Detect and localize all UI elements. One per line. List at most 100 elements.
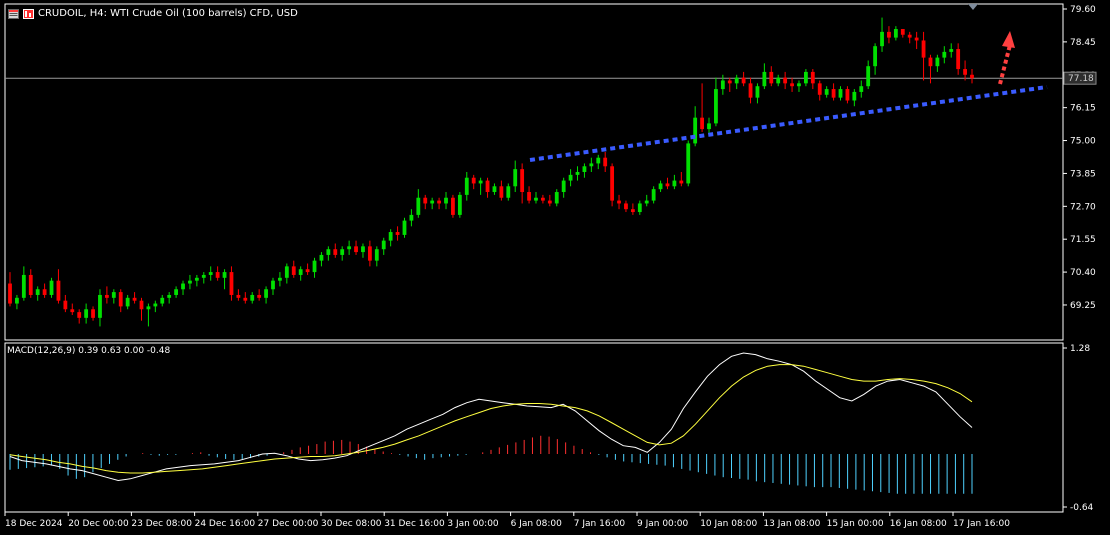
candle-body[interactable] (98, 294, 102, 318)
candle-body[interactable] (893, 29, 898, 38)
dotted-trendline[interactable] (529, 85, 1048, 162)
candle-body[interactable] (21, 274, 26, 298)
candle-body[interactable] (665, 183, 670, 187)
candle-body[interactable] (492, 186, 497, 193)
candle-body[interactable] (160, 297, 165, 304)
candle-body[interactable] (284, 266, 289, 278)
candle-body[interactable] (319, 254, 324, 261)
candle-body[interactable] (949, 49, 954, 52)
candle-body[interactable] (361, 246, 365, 253)
candle-body[interactable] (651, 189, 656, 201)
candle-body[interactable] (430, 200, 435, 204)
candle-body[interactable] (451, 197, 455, 215)
candle-body[interactable] (15, 297, 19, 304)
candle-body[interactable] (824, 89, 829, 95)
candle-body[interactable] (464, 177, 469, 195)
candle-body[interactable] (679, 180, 684, 184)
candle-body[interactable] (132, 297, 137, 301)
candle-body[interactable] (125, 297, 130, 307)
candle-body[interactable] (637, 203, 642, 213)
candle-body[interactable] (194, 277, 199, 281)
candle-body[interactable] (541, 197, 545, 201)
candle-body[interactable] (28, 274, 33, 295)
candle-body[interactable] (506, 186, 511, 198)
candle-body[interactable] (471, 177, 476, 184)
candle-body[interactable] (8, 283, 12, 304)
candle-body[interactable] (229, 272, 234, 295)
candle-body[interactable] (589, 163, 594, 167)
candle-body[interactable] (118, 292, 123, 307)
candle-body[interactable] (887, 31, 891, 38)
candle-body[interactable] (547, 200, 552, 204)
candle-body[interactable] (797, 83, 801, 87)
candle-body[interactable] (769, 71, 774, 84)
candle-body[interactable] (686, 143, 691, 184)
candle-body[interactable] (575, 172, 580, 175)
candle-body[interactable] (513, 169, 518, 187)
candle-body[interactable] (693, 117, 698, 144)
candle-body[interactable] (617, 200, 621, 204)
candle-body[interactable] (312, 260, 317, 273)
candle-body[interactable] (139, 300, 144, 310)
candle-body[interactable] (146, 306, 151, 310)
candle-body[interactable] (817, 83, 822, 95)
candle-body[interactable] (907, 34, 912, 38)
candle-body[interactable] (298, 269, 303, 275)
candle-body[interactable] (340, 249, 345, 255)
candle-body[interactable] (77, 312, 82, 318)
candle-body[interactable] (457, 194, 462, 215)
candle-body[interactable] (644, 200, 649, 204)
candles-layer[interactable] (8, 17, 974, 327)
candle-body[interactable] (104, 294, 109, 298)
candle-body[interactable] (49, 280, 54, 295)
candle-body[interactable] (963, 69, 967, 75)
candle-body[interactable] (700, 117, 704, 130)
candle-body[interactable] (831, 89, 836, 98)
candle-body[interactable] (956, 49, 961, 70)
candle-body[interactable] (305, 269, 310, 273)
candle-body[interactable] (707, 123, 711, 130)
candle-body[interactable] (444, 197, 448, 204)
candle-body[interactable] (485, 180, 490, 193)
candle-body[interactable] (838, 89, 843, 98)
candle-body[interactable] (554, 192, 559, 204)
candle-body[interactable] (264, 289, 268, 298)
candle-body[interactable] (624, 203, 628, 210)
candle-body[interactable] (181, 283, 185, 290)
candle-body[interactable] (236, 294, 241, 298)
candle-body[interactable] (250, 294, 255, 301)
candle-body[interactable] (354, 246, 358, 253)
candle-body[interactable] (402, 220, 407, 235)
candle-body[interactable] (630, 209, 635, 213)
candle-body[interactable] (257, 294, 262, 298)
candle-body[interactable] (762, 71, 767, 87)
macd-panel[interactable]: 1.28 -0.64 (9, 344, 1094, 513)
candle-body[interactable] (866, 66, 871, 87)
candle-body[interactable] (900, 29, 905, 35)
candle-body[interactable] (437, 200, 441, 204)
candle-body[interactable] (720, 80, 725, 90)
candle-body[interactable] (727, 80, 732, 84)
candle-body[interactable] (243, 297, 248, 301)
candle-body[interactable] (91, 309, 95, 318)
candle-body[interactable] (70, 309, 75, 313)
candle-body[interactable] (873, 46, 878, 67)
candle-body[interactable] (167, 294, 172, 298)
candle-body[interactable] (776, 77, 781, 84)
candle-body[interactable] (852, 91, 857, 101)
candle-body[interactable] (409, 214, 414, 221)
candle-body[interactable] (63, 300, 68, 310)
candle-body[interactable] (333, 249, 338, 255)
candle-body[interactable] (56, 280, 61, 301)
candle-body[interactable] (388, 232, 393, 241)
candle-body[interactable] (153, 303, 158, 307)
candle-body[interactable] (534, 197, 538, 201)
candle-body[interactable] (970, 74, 974, 79)
candle-body[interactable] (111, 292, 116, 298)
candle-body[interactable] (914, 37, 919, 41)
candle-body[interactable] (741, 77, 746, 84)
candle-body[interactable] (374, 249, 379, 261)
candle-body[interactable] (803, 71, 808, 84)
candle-body[interactable] (423, 197, 428, 204)
candle-body[interactable] (658, 183, 663, 190)
